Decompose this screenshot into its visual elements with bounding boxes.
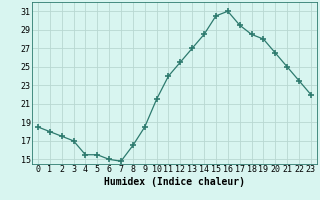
X-axis label: Humidex (Indice chaleur): Humidex (Indice chaleur) (104, 177, 245, 187)
